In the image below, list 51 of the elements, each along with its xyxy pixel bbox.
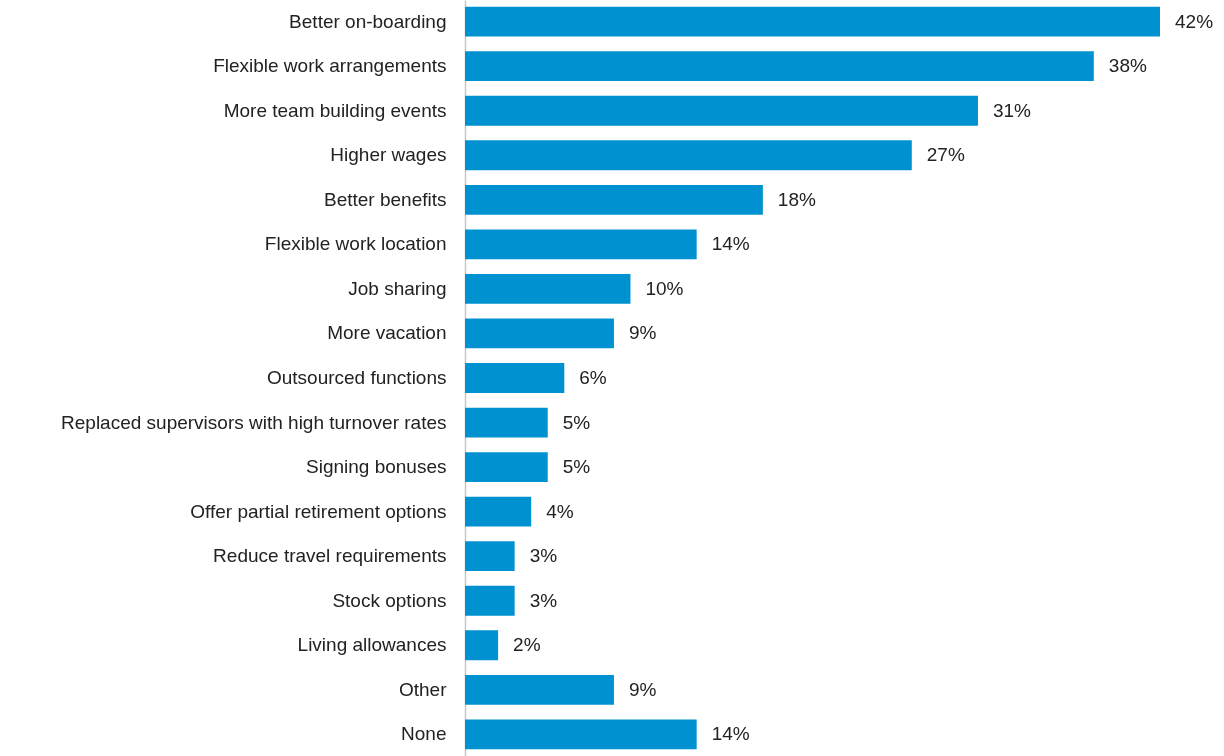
bar	[465, 496, 532, 527]
y-tick-label: Job sharing	[348, 277, 447, 299]
y-tick-label: Better on-boarding	[289, 10, 447, 32]
y-tick-label: Other	[398, 678, 448, 700]
data-label: 5%	[562, 456, 591, 478]
bar	[465, 719, 697, 750]
y-tick-label: Living allowances	[297, 634, 447, 656]
y-tick-label: Replaced supervisors with high turnover rates	[61, 411, 447, 433]
y-tick-label: Higher wages	[330, 144, 447, 166]
bar	[465, 184, 763, 215]
data-label: 31%	[992, 99, 1032, 121]
data-label: 9%	[628, 678, 657, 700]
bar	[465, 407, 548, 438]
bar	[465, 630, 499, 661]
data-label: 10%	[645, 277, 684, 299]
y-tick-label: Signing bonuses	[306, 456, 447, 478]
bar	[465, 140, 912, 171]
data-label: 14%	[711, 723, 750, 745]
y-tick-label: Flexible work location	[264, 233, 447, 255]
bar	[465, 51, 1094, 82]
bar	[465, 95, 978, 126]
bar	[465, 585, 515, 616]
y-tick-label: Stock options	[332, 589, 447, 611]
data-label: 3%	[529, 589, 558, 611]
data-label: 2%	[513, 634, 541, 656]
y-tick-label: More vacation	[327, 322, 447, 344]
y-tick-label: Outsourced functions	[266, 367, 447, 388]
data-label: 6%	[579, 367, 607, 388]
y-tick-label: Flexible work arrangements	[213, 55, 447, 77]
data-label: 18%	[777, 188, 816, 210]
data-label: 42%	[1175, 10, 1214, 32]
bar	[465, 363, 565, 393]
data-label: 27%	[926, 144, 965, 166]
data-label: 3%	[529, 545, 558, 567]
y-tick-label: Reduce travel requirements	[213, 545, 447, 567]
bar	[465, 541, 515, 572]
bar	[465, 452, 548, 483]
bar	[465, 318, 614, 349]
y-tick-label: More team building events	[223, 99, 447, 121]
bar	[465, 229, 697, 260]
data-label: 4%	[546, 500, 574, 522]
bar	[465, 273, 631, 304]
y-tick-label: Offer partial retirement options	[190, 500, 447, 522]
data-label: 14%	[711, 233, 750, 255]
bar	[465, 674, 614, 705]
data-label: 9%	[628, 322, 657, 344]
y-tick-label: Better benefits	[323, 188, 447, 210]
data-label: 5%	[562, 411, 591, 433]
y-tick-label: None	[401, 723, 447, 745]
data-label: 38%	[1108, 55, 1147, 77]
bar	[465, 6, 1160, 37]
